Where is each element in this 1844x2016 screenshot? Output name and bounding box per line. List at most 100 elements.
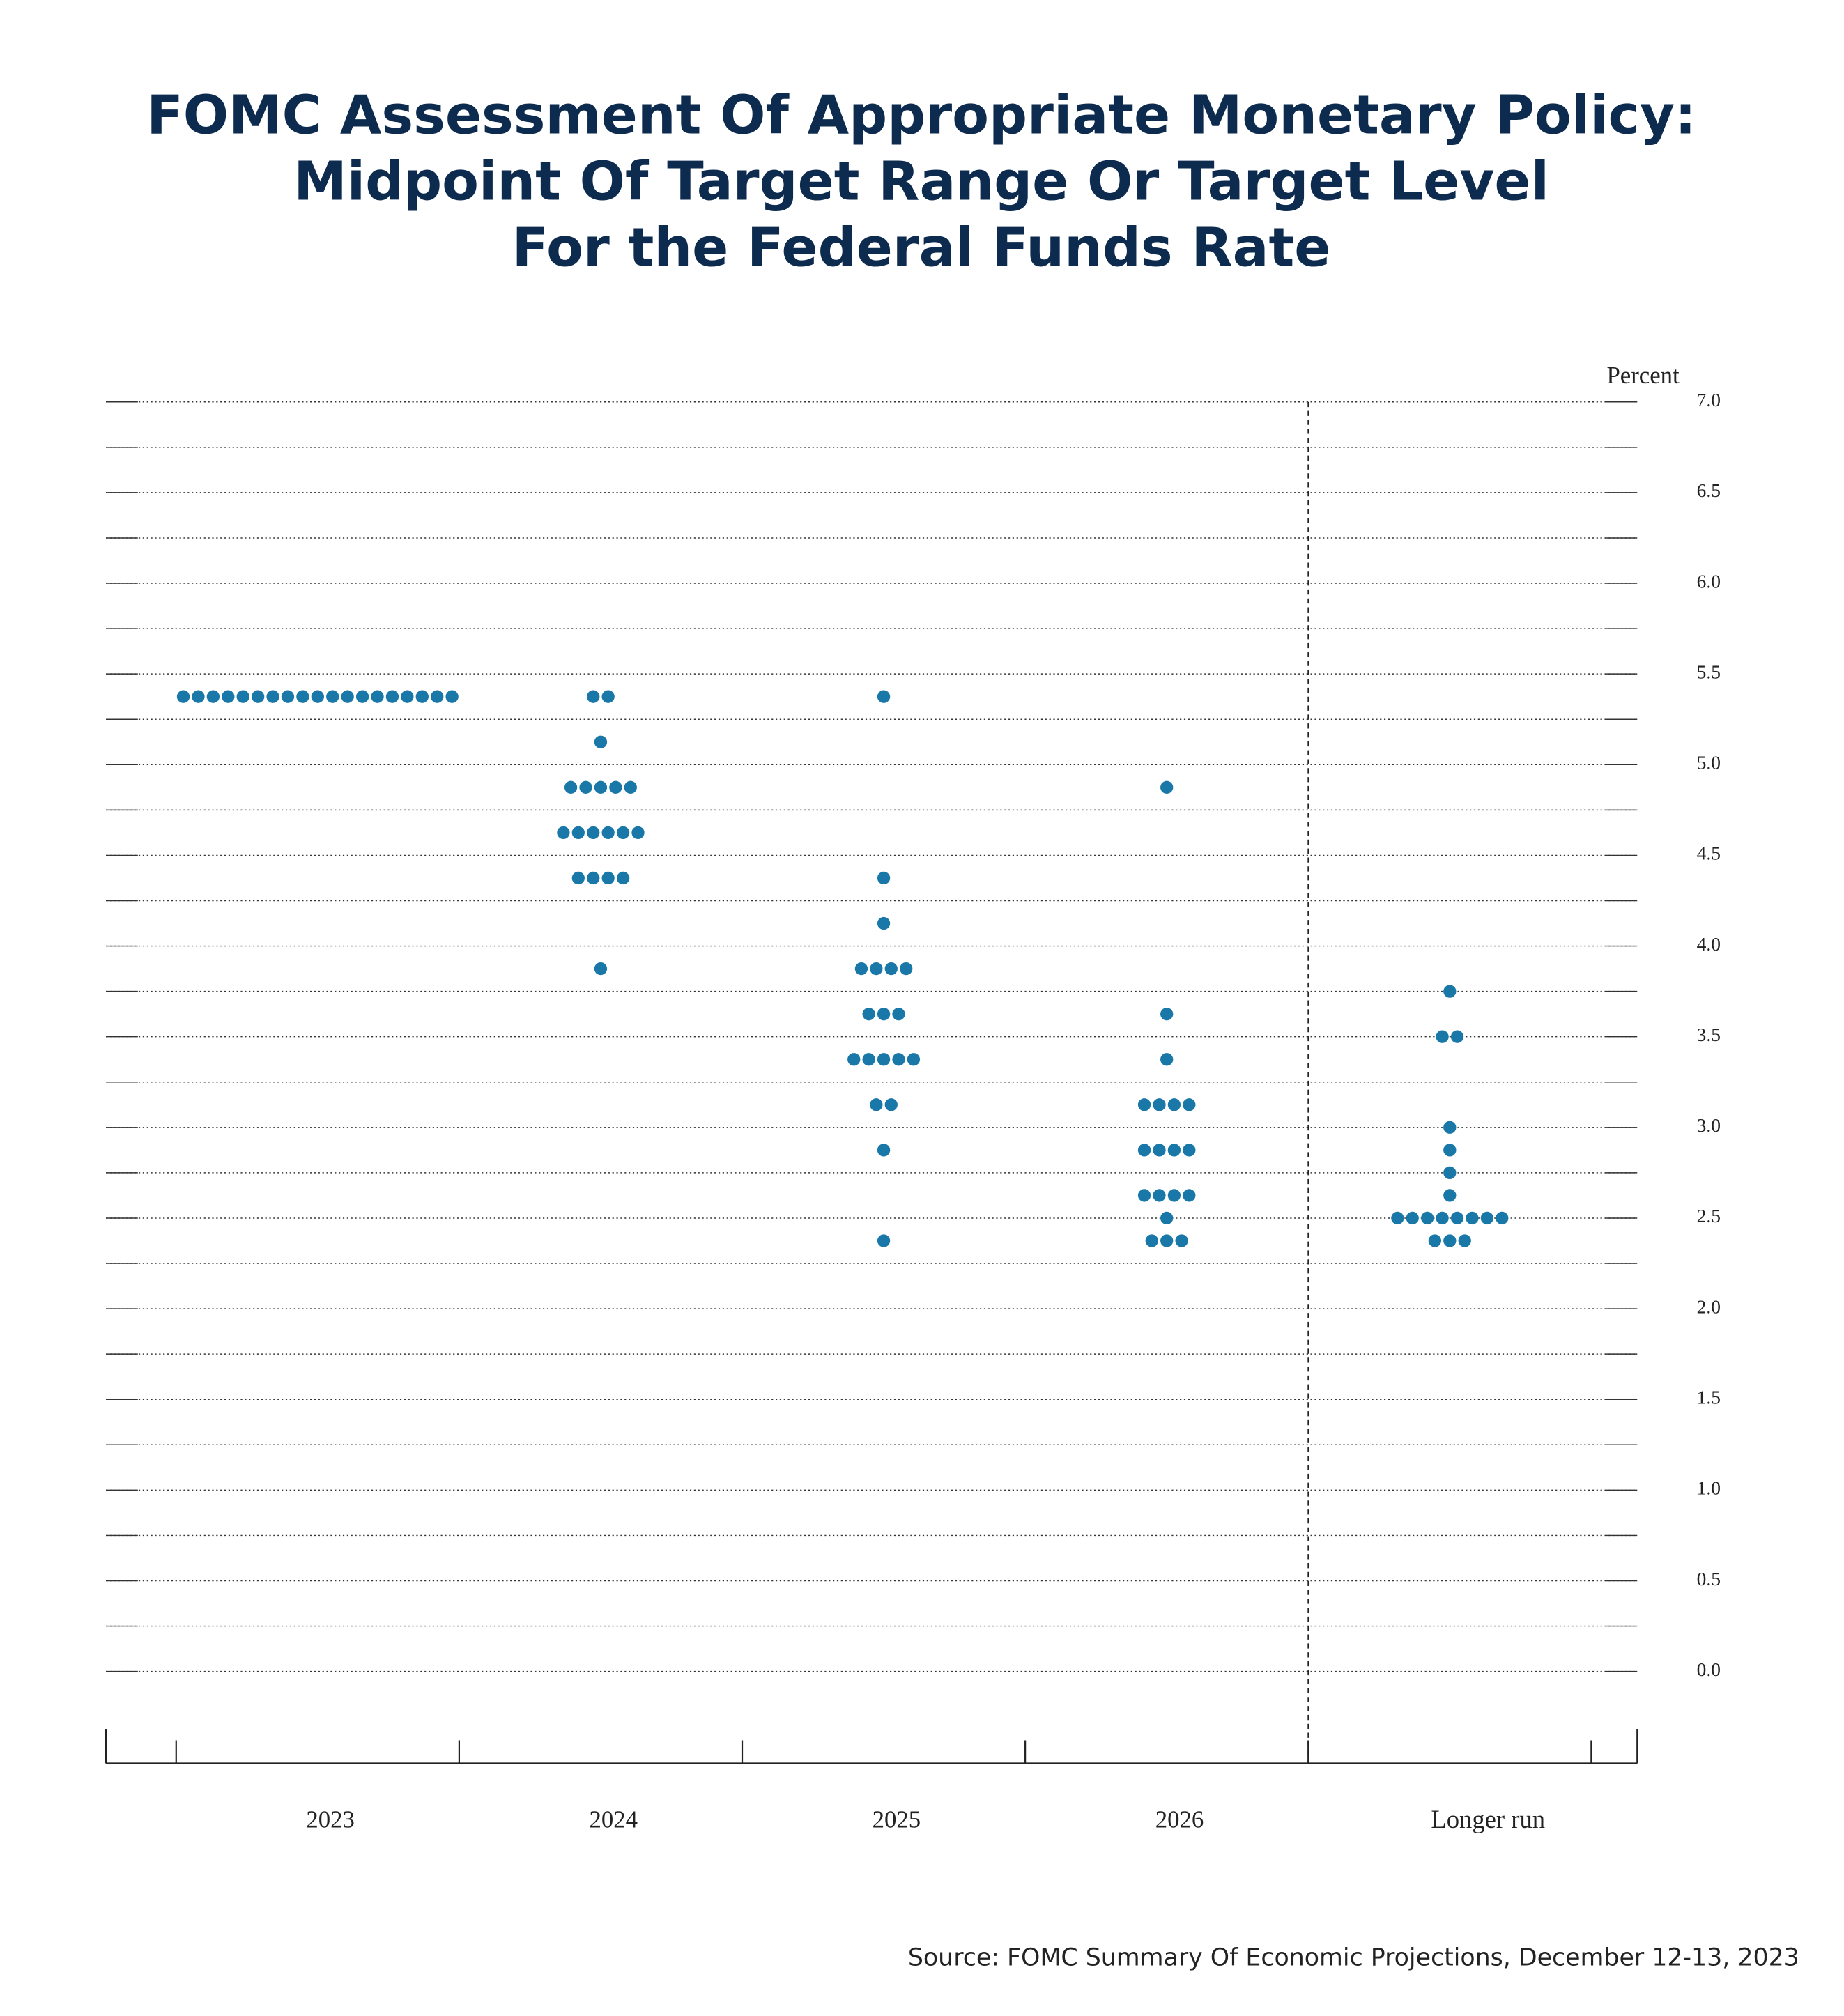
chart-title: FOMC Assessment Of Appropriate Monetary … [146, 84, 1696, 146]
dot [877, 916, 891, 930]
dot [1167, 1098, 1181, 1111]
dot [587, 871, 600, 885]
dot [1137, 1189, 1151, 1202]
dot [296, 690, 309, 703]
dot [176, 690, 190, 703]
dot [594, 735, 608, 748]
dot [1480, 1211, 1494, 1225]
dot [1450, 1211, 1464, 1225]
dot [401, 690, 414, 703]
x-tick-label: 2023 [306, 1806, 355, 1833]
dot [1436, 1030, 1449, 1043]
y-tick-label: 4.5 [1697, 843, 1721, 864]
dot [1443, 1234, 1457, 1247]
dot [251, 690, 265, 703]
y-tick-label: 6.5 [1697, 480, 1721, 501]
dot [1450, 1030, 1464, 1043]
dot [1137, 1144, 1151, 1157]
dot [1406, 1211, 1419, 1225]
dot [222, 690, 235, 703]
dot [1137, 1098, 1151, 1111]
y-tick-label: 0.5 [1697, 1569, 1721, 1590]
dot [884, 1098, 898, 1111]
y-tick-label: 4.0 [1697, 934, 1721, 955]
dot [609, 780, 622, 794]
dot [1160, 1234, 1174, 1247]
dot [1167, 1189, 1181, 1202]
dot [1160, 780, 1174, 794]
dot [266, 690, 279, 703]
dot [557, 826, 570, 840]
y-tick-label: 2.0 [1697, 1296, 1721, 1317]
dot [1436, 1211, 1449, 1225]
dot [877, 1234, 891, 1247]
dot [1443, 985, 1457, 998]
dot [1153, 1144, 1166, 1157]
dot [1153, 1189, 1166, 1202]
dot [192, 690, 205, 703]
dot [1443, 1189, 1457, 1202]
dot [1496, 1211, 1509, 1225]
dot [571, 826, 585, 840]
dot [1183, 1189, 1196, 1202]
dot [616, 826, 630, 840]
dot [601, 871, 615, 885]
dot [1391, 1211, 1404, 1225]
dot [892, 1053, 905, 1066]
y-tick-label: 5.5 [1697, 661, 1721, 682]
x-tick-label: 2026 [1155, 1806, 1204, 1833]
dot [884, 962, 898, 976]
dot [594, 962, 608, 976]
dot [1443, 1121, 1457, 1134]
dot [877, 1008, 891, 1021]
x-tick-label: 2025 [873, 1806, 921, 1833]
y-tick-label: 2.5 [1697, 1206, 1721, 1226]
y-tick-label: 6.0 [1697, 571, 1721, 592]
dot [587, 690, 600, 703]
chart-title: For the Federal Funds Rate [512, 217, 1331, 279]
dot [281, 690, 295, 703]
dot [616, 871, 630, 885]
y-axis-label: Percent [1606, 362, 1680, 389]
dot [445, 690, 459, 703]
dot [1458, 1234, 1471, 1247]
dot [311, 690, 324, 703]
dot [601, 690, 615, 703]
dot [371, 690, 384, 703]
dot [892, 1008, 905, 1021]
dot [900, 962, 913, 976]
y-tick-label: 1.5 [1697, 1387, 1721, 1408]
source-note: Source: FOMC Summary Of Economic Project… [908, 1944, 1799, 1972]
dot [571, 871, 585, 885]
dot [341, 690, 354, 703]
dot [907, 1053, 921, 1066]
dot [385, 690, 399, 703]
dot [862, 1053, 875, 1066]
y-tick-label: 3.5 [1697, 1024, 1721, 1045]
dot [631, 826, 645, 840]
dot [1153, 1098, 1166, 1111]
dot [579, 780, 592, 794]
dot [1183, 1098, 1196, 1111]
y-tick-label: 0.0 [1697, 1659, 1721, 1680]
x-tick-label: 2024 [589, 1806, 638, 1833]
dot [1443, 1166, 1457, 1180]
dot [1466, 1211, 1479, 1225]
chart-title: Midpoint Of Target Range Or Target Level [293, 151, 1549, 213]
y-tick-label: 3.0 [1697, 1115, 1721, 1136]
dot [1145, 1234, 1158, 1247]
dot [326, 690, 339, 703]
dot [355, 690, 369, 703]
dot [854, 962, 868, 976]
dot [877, 1053, 891, 1066]
dot [431, 690, 444, 703]
dot [1167, 1144, 1181, 1157]
dot [1160, 1211, 1174, 1225]
dot [587, 826, 600, 840]
dot [877, 1144, 891, 1157]
dot [877, 871, 891, 885]
dot [415, 690, 429, 703]
dot [1428, 1234, 1442, 1247]
dot [1183, 1144, 1196, 1157]
